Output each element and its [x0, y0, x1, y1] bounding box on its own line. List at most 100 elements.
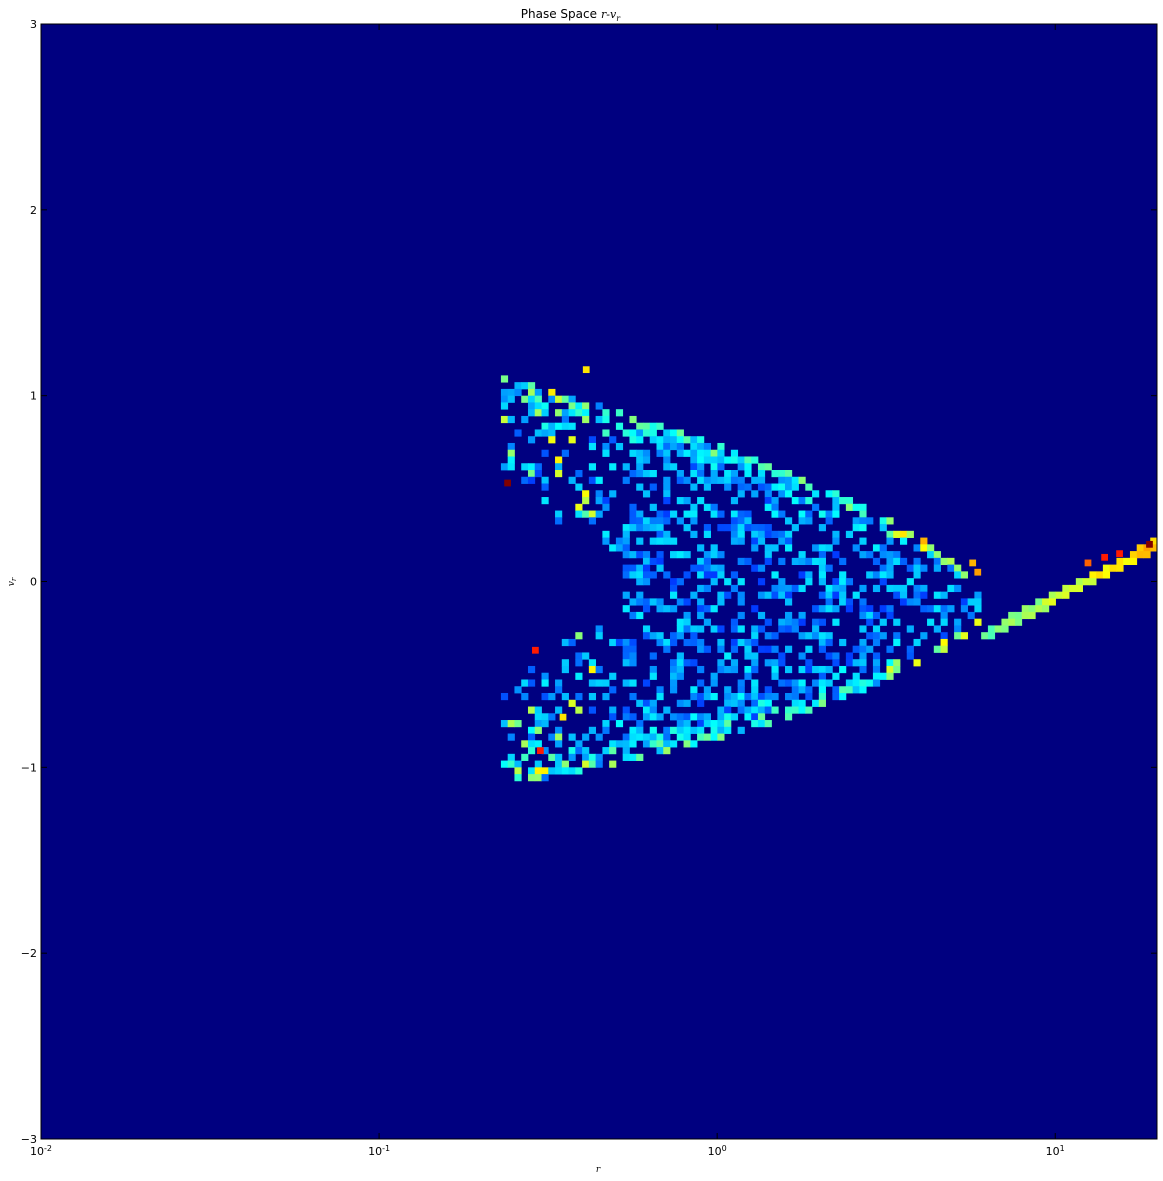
- heatmap-cell: [649, 422, 657, 430]
- heatmap-cell: [744, 693, 752, 701]
- heatmap-cell: [629, 429, 637, 437]
- heatmap-cell: [582, 402, 590, 410]
- heatmap-cell: [622, 544, 630, 552]
- heatmap-cell: [785, 591, 793, 599]
- heatmap-cell: [987, 625, 996, 633]
- heatmap-cell: [703, 503, 711, 511]
- heatmap-cell: [798, 510, 806, 518]
- heatmap-cell: [575, 706, 583, 714]
- heatmap-cell: [717, 733, 725, 741]
- heatmap-cell: [636, 720, 644, 728]
- chart-title-math-main: r-v: [601, 8, 617, 21]
- heatmap-cell: [785, 544, 793, 552]
- heatmap-cell: [642, 713, 651, 721]
- heatmap-cell: [568, 402, 576, 410]
- heatmap-cell: [744, 463, 752, 471]
- heatmap-cell: [541, 713, 549, 721]
- heatmap-cell: [940, 557, 948, 566]
- heatmap-cell: [670, 510, 678, 518]
- heatmap-cell: [697, 598, 705, 606]
- heatmap-cell: [656, 510, 664, 518]
- heatmap-hot-cell: [1116, 550, 1123, 558]
- heatmap-cell: [872, 638, 881, 647]
- heatmap-cell: [886, 551, 894, 559]
- heatmap-cell: [642, 706, 651, 714]
- heatmap-cell: [717, 645, 725, 653]
- heatmap-cell: [717, 564, 725, 572]
- heatmap-cell: [757, 591, 766, 599]
- heatmap-cell: [933, 625, 941, 633]
- heatmap-cell: [812, 665, 820, 674]
- heatmap-cell: [879, 605, 887, 613]
- heatmap-cell: [636, 726, 644, 734]
- heatmap-cell: [676, 659, 684, 667]
- heatmap-cell: [906, 564, 914, 572]
- heatmap-cell: [771, 510, 779, 518]
- heatmap-cell: [710, 733, 718, 741]
- heatmap-cell: [764, 497, 772, 505]
- heatmap-cell: [798, 476, 806, 484]
- heatmap-cell: [697, 449, 705, 457]
- heatmap-cell: [1069, 584, 1077, 593]
- heatmap-cell: [927, 618, 935, 626]
- heatmap-cell: [724, 470, 732, 478]
- heatmap-cell: [737, 611, 745, 620]
- heatmap-cell: [818, 632, 826, 640]
- heatmap-cell: [933, 605, 941, 613]
- heatmap-cell: [717, 551, 725, 559]
- heatmap-cell: [507, 442, 515, 451]
- heatmap-background: [41, 24, 1157, 1139]
- heatmap-cell: [778, 679, 786, 687]
- heatmap-cell: [879, 578, 887, 586]
- heatmap-cell: [764, 720, 772, 728]
- heatmap-cell: [548, 713, 556, 721]
- heatmap-cell: [649, 483, 657, 491]
- heatmap-cell: [717, 449, 725, 457]
- heatmap-cell: [629, 638, 637, 647]
- heatmap-cell: [1129, 551, 1138, 559]
- heatmap-cell: [710, 679, 718, 687]
- heatmap-cell: [636, 591, 644, 599]
- heatmap-cell: [757, 463, 766, 471]
- heatmap-cell: [899, 557, 908, 566]
- heatmap-cell: [947, 557, 955, 566]
- heatmap-cell: [683, 618, 691, 626]
- heatmap-cell: [703, 551, 711, 559]
- heatmap-cell: [690, 517, 698, 525]
- heatmap-cell: [595, 665, 603, 674]
- heatmap-cell: [622, 679, 630, 687]
- heatmap-cell: [886, 672, 894, 680]
- heatmap-cell: [778, 591, 786, 599]
- heatmap-cell: [690, 591, 698, 599]
- heatmap-cell: [676, 699, 684, 707]
- heatmap-cell: [778, 652, 786, 660]
- heatmap-cell: [602, 429, 610, 437]
- heatmap-cell: [785, 584, 793, 593]
- heatmap-cell: [582, 733, 590, 741]
- heatmap-cell: [737, 726, 745, 734]
- heatmap-cell: [778, 625, 786, 633]
- heatmap-cell: [1028, 611, 1036, 620]
- heatmap-cell: [642, 551, 651, 559]
- heatmap-cell: [609, 760, 617, 768]
- heatmap-cell: [730, 497, 739, 505]
- heatmap-cell: [757, 476, 766, 484]
- heatmap-cell: [1008, 618, 1016, 626]
- heatmap-cell: [656, 632, 664, 640]
- heatmap-cell: [913, 591, 921, 599]
- heatmap-cell: [622, 591, 630, 599]
- heatmap-cell: [724, 686, 732, 694]
- heatmap-cell: [676, 436, 684, 444]
- heatmap-cell: [534, 760, 542, 768]
- heatmap-cell: [676, 476, 684, 484]
- heatmap-cell: [757, 713, 766, 721]
- heatmap-cell: [764, 483, 772, 491]
- heatmap-cell: [555, 740, 563, 748]
- heatmap-cell: [920, 584, 928, 593]
- heatmap-cell: [527, 409, 536, 417]
- heatmap-cell: [1035, 598, 1043, 606]
- heatmap-cell: [818, 524, 826, 532]
- heatmap-cell: [622, 524, 630, 532]
- heatmap-cell: [724, 720, 732, 728]
- heatmap-cell: [852, 517, 860, 525]
